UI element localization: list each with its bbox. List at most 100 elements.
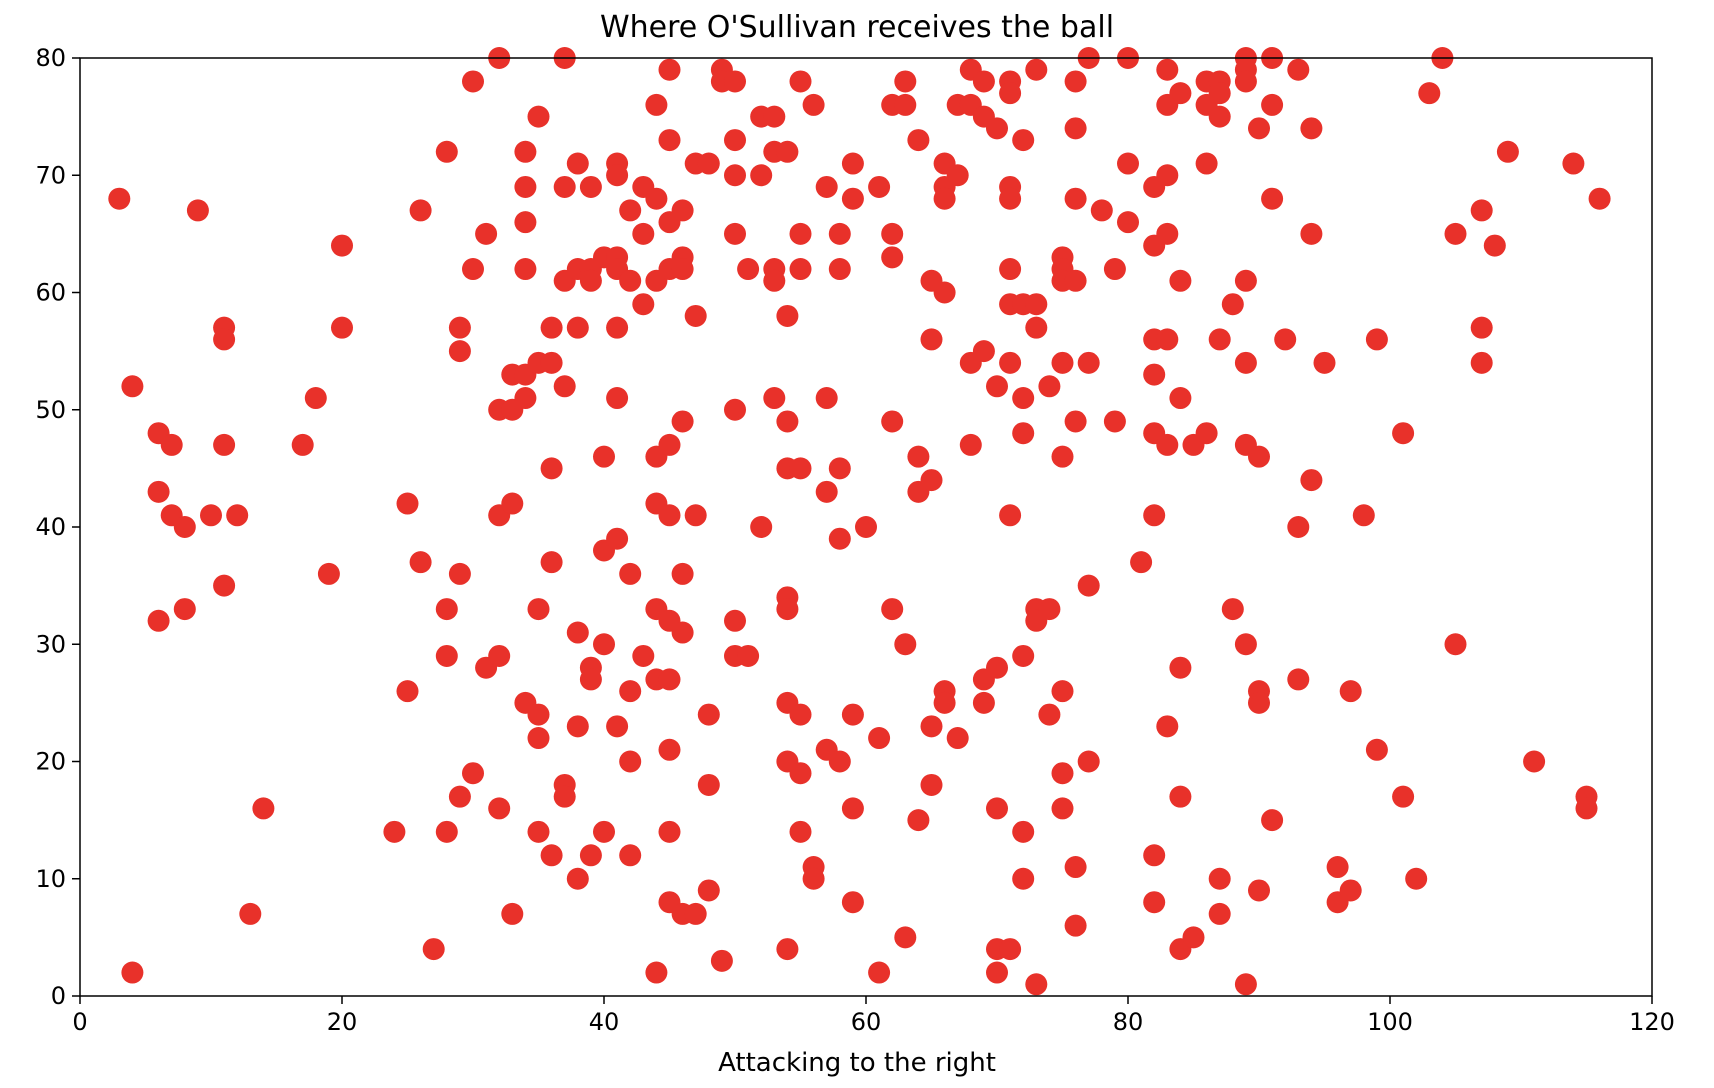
data-point [566,715,589,738]
data-point [1038,375,1061,398]
data-point [645,961,668,984]
data-point [435,598,458,621]
data-point [331,234,353,257]
data-point [606,527,629,550]
data-point [828,457,851,480]
data-point [1261,809,1284,832]
y-tick-label: 30 [35,630,66,658]
data-point [789,762,812,785]
data-point [1012,422,1035,445]
data-point [396,492,419,515]
data-points [108,47,1611,996]
data-point [488,644,511,667]
data-point [435,140,458,163]
data-point [1090,199,1113,222]
data-point [527,598,550,621]
data-point [789,258,812,281]
data-point [1156,164,1179,187]
data-point [1470,316,1493,339]
data-point [1496,140,1519,163]
data-point [186,199,209,222]
data-point [972,340,995,363]
data-point [776,410,799,433]
y-axis: 0 10 20 30 40 50 60 70 80 [35,44,80,1010]
data-point [671,562,694,585]
data-point [213,328,236,351]
data-point [514,258,537,281]
data-point [566,621,589,644]
data-point [1064,856,1087,879]
data-point [1221,598,1244,621]
data-point [1274,328,1297,351]
data-point [724,70,746,93]
data-point [815,175,838,198]
data-point [1248,445,1270,468]
data-point [1025,316,1048,339]
data-point [881,246,904,269]
data-point [566,316,589,339]
data-point [147,609,170,632]
data-point [881,410,904,433]
data-point [776,938,799,961]
data-point [147,480,170,503]
data-point [1156,433,1179,456]
data-point [763,387,786,410]
data-point [1130,551,1153,574]
data-point [986,961,1008,984]
data-point [579,668,602,691]
data-point [448,785,471,808]
data-point [1287,58,1310,81]
data-point [579,175,602,198]
data-point [1051,351,1074,374]
data-point [527,703,550,726]
data-point [933,187,956,210]
data-point [1051,680,1074,703]
data-point [1169,82,1192,105]
data-point [1182,926,1205,949]
data-point [1103,258,1126,281]
data-point [815,387,838,410]
data-point [1444,633,1467,656]
data-point [933,691,956,714]
data-point [448,316,471,339]
data-point [514,140,537,163]
data-point [658,738,681,761]
data-point [540,844,563,867]
data-point [566,867,589,890]
data-point [632,644,655,667]
data-point [1025,58,1048,81]
x-tick-label: 20 [327,1008,358,1036]
data-point [1077,750,1100,773]
data-point [1208,105,1231,128]
y-tick-label: 50 [35,396,66,424]
data-point [841,703,864,726]
data-point [1064,187,1087,210]
data-point [1483,234,1506,257]
data-point [1208,867,1231,890]
data-point [1156,222,1179,245]
data-point [1012,644,1035,667]
data-point [645,93,668,116]
data-point [291,433,314,456]
data-point [632,293,655,316]
data-point [671,199,694,222]
data-point [619,562,642,585]
y-tick-label: 10 [35,865,66,893]
data-point [1444,222,1467,245]
x-tick-label: 80 [1113,1008,1144,1036]
x-tick-label: 100 [1367,1008,1413,1036]
data-point [331,316,353,339]
data-point [986,117,1008,140]
data-point [1208,328,1231,351]
data-point [828,258,851,281]
data-point [776,304,799,327]
data-point [1077,574,1100,597]
data-point [1143,504,1166,527]
data-point [1365,738,1388,761]
y-tick-label: 60 [35,279,66,307]
data-point [383,820,406,843]
data-point [435,820,458,843]
data-point [435,644,458,667]
data-point [462,762,484,785]
data-point [606,387,629,410]
